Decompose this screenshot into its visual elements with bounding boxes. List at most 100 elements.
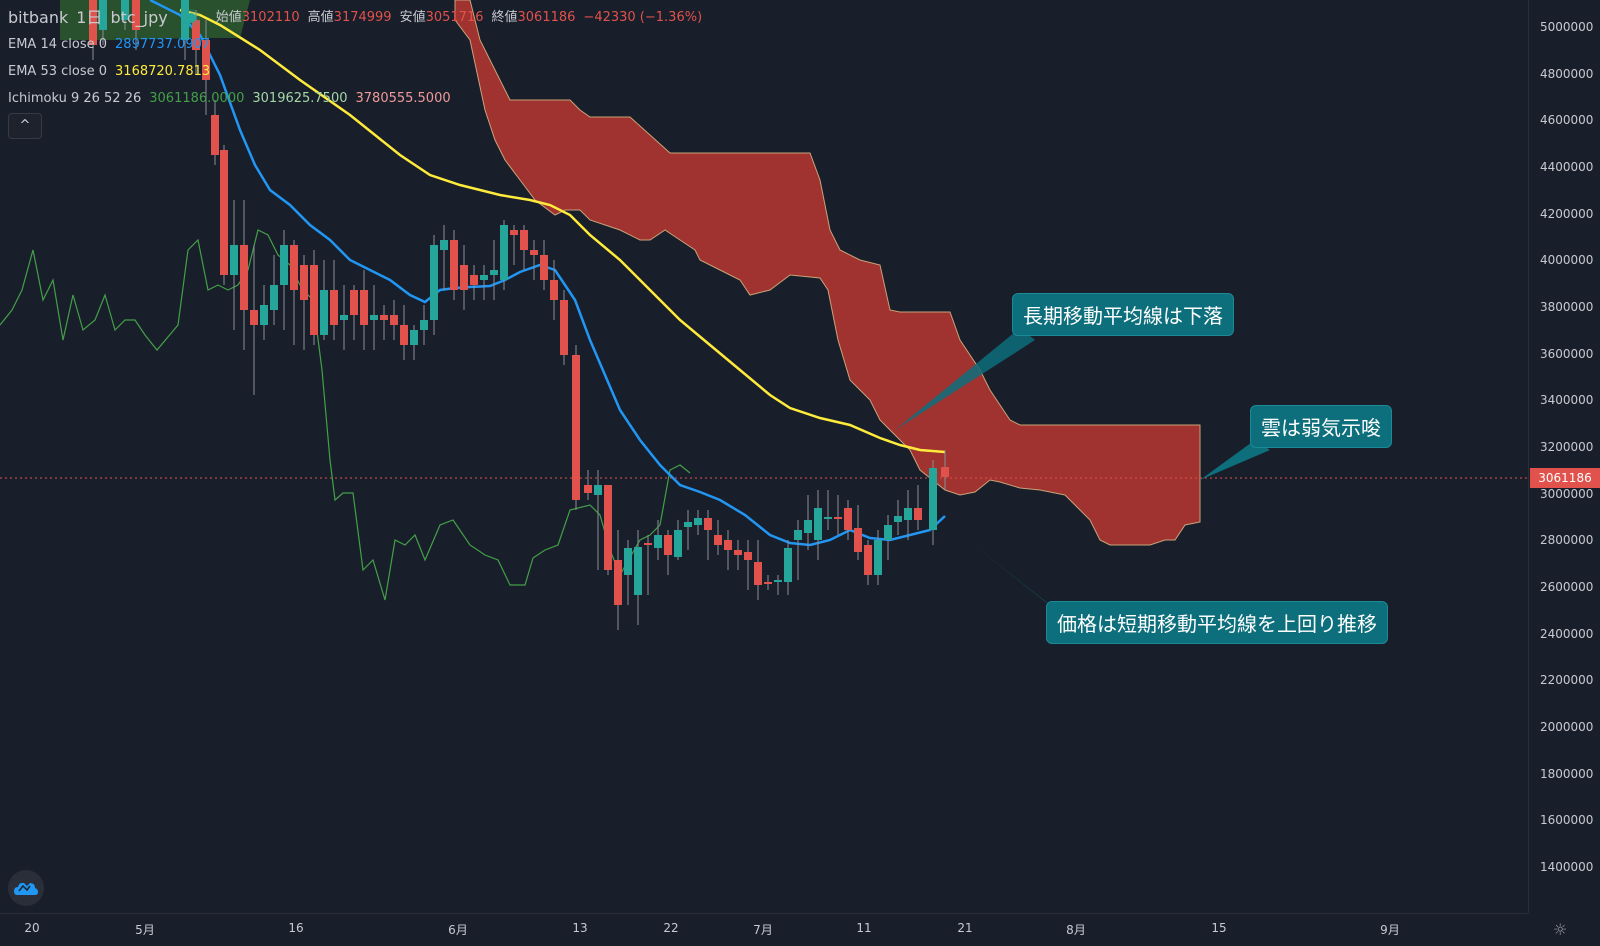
candle-down (764, 582, 772, 584)
candle-down (854, 528, 862, 552)
price-axis-label: 1800000 (1540, 766, 1594, 781)
open-value: 3102110 (241, 9, 300, 25)
candle-up (654, 535, 662, 548)
candle-up (684, 522, 692, 527)
candle-up (340, 315, 348, 320)
candle-down (714, 535, 722, 545)
candle-up (814, 508, 822, 540)
candle-up (410, 330, 418, 345)
open-label: 始値 (215, 9, 242, 25)
close-value: 3061186 (517, 9, 576, 25)
interval[interactable]: 1日 (76, 7, 103, 27)
low-value: 3051716 (425, 9, 484, 25)
candle-up (480, 275, 488, 280)
annotation-cloud[interactable]: 雲は弱気示唆 (1250, 405, 1392, 448)
candle-up (824, 517, 832, 519)
price-axis-label: 2800000 (1540, 533, 1594, 548)
time-axis-label: 8月 (1066, 923, 1086, 937)
settings-button[interactable]: ☼ (1553, 920, 1567, 939)
chevron-up-icon: ^ (19, 118, 31, 133)
candle-up (674, 530, 682, 557)
callout-pointer-cloud (1200, 440, 1270, 480)
candle-down (644, 543, 652, 545)
ichimoku-value-3: 3780555.5000 (355, 90, 451, 106)
candle-down (290, 245, 298, 290)
candle-down (572, 355, 580, 500)
candle-up (894, 516, 902, 522)
price-axis-label: 2600000 (1540, 580, 1594, 594)
ema53-value: 3168720.7813 (115, 63, 211, 79)
candle-up (320, 290, 328, 335)
candle-up (794, 530, 802, 540)
cloud-logo-icon (14, 882, 38, 895)
candle-up (260, 305, 268, 325)
candle-down (914, 508, 922, 520)
time-axis-label: 15 (1211, 921, 1227, 935)
tradingview-logo[interactable] (8, 870, 44, 906)
candle-up (280, 245, 288, 285)
candle-up (430, 245, 438, 320)
candle-down (584, 485, 592, 493)
close-label: 終値 (491, 9, 518, 25)
candle-up (594, 485, 602, 495)
price-axis-label: 3800000 (1540, 300, 1594, 314)
candle-down (192, 20, 200, 50)
candle-down (941, 467, 949, 477)
symbol[interactable]: btc_jpy (110, 7, 168, 27)
candle-down (350, 290, 358, 315)
ema53-legend[interactable]: EMA 53 close 0 3168720.7813 (8, 58, 702, 85)
candle-down (460, 265, 468, 290)
ichimoku-cloud-bullish (60, 0, 250, 40)
price-axis-label: 4000000 (1540, 253, 1594, 268)
time-axis-label: 13 (572, 921, 588, 935)
candle-down (724, 540, 732, 550)
ema14-label: EMA 14 close 0 (8, 36, 108, 52)
price-axis-label: 2200000 (1540, 673, 1594, 688)
ichimoku-legend[interactable]: Ichimoku 9 26 52 26 3061186.0000 3019625… (8, 85, 702, 112)
candle-down (864, 545, 872, 575)
candle-down (520, 230, 528, 250)
candle-up (904, 508, 912, 520)
candle-down (470, 275, 478, 285)
ichimoku-cloud-bearish (454, 0, 1201, 546)
price-axis-label: 2000000 (1540, 720, 1594, 734)
candle-down (510, 230, 518, 235)
price-axis[interactable] (1528, 0, 1600, 913)
price-axis-label: 3400000 (1540, 393, 1594, 408)
candle-up (624, 548, 632, 575)
change-value: −42330 (−1.36%) (583, 9, 703, 25)
symbol-row: bitbank 1日 btc_jpy 始値 3102110 高値 3174999 安… (8, 4, 702, 31)
candle-up (784, 548, 792, 582)
candle-down (132, 0, 140, 30)
price-axis-label: 1400000 (1540, 860, 1594, 874)
candlesticks (89, 0, 949, 630)
market-status-dot-icon (185, 12, 196, 23)
high-value: 3174999 (333, 9, 392, 25)
ema14-legend[interactable]: EMA 14 close 0 2897737.0907 (8, 31, 702, 58)
collapse-legend-button[interactable]: ^ (8, 113, 42, 139)
annotation-price[interactable]: 価格は短期移動平均線を上回り推移 (1046, 601, 1388, 644)
candle-down (844, 508, 852, 530)
candle-down (330, 290, 338, 325)
current-price-tag: 3061186 (1530, 468, 1600, 488)
gear-icon: ☼ (1553, 920, 1568, 939)
candle-down (380, 315, 388, 320)
annotation-long-ma[interactable]: 長期移動平均線は下落 (1012, 293, 1234, 336)
chikou-span-line (0, 229, 691, 601)
time-axis-label: 11 (856, 921, 872, 935)
candle-up (634, 547, 642, 595)
candle-up (490, 270, 498, 275)
candle-down (89, 0, 97, 45)
time-axis[interactable] (0, 913, 1528, 946)
candle-up (270, 285, 278, 310)
candle-down (540, 255, 548, 280)
candle-down (744, 552, 752, 560)
candle-up (500, 225, 508, 280)
ichimoku-value-2: 3019625.7500 (252, 90, 348, 106)
ema14-value: 2897737.0907 (115, 36, 211, 52)
exchange-name[interactable]: bitbank (8, 7, 69, 27)
candle-down (664, 535, 672, 555)
time-axis-label: 20 (24, 921, 40, 935)
low-label: 安値 (399, 9, 426, 25)
